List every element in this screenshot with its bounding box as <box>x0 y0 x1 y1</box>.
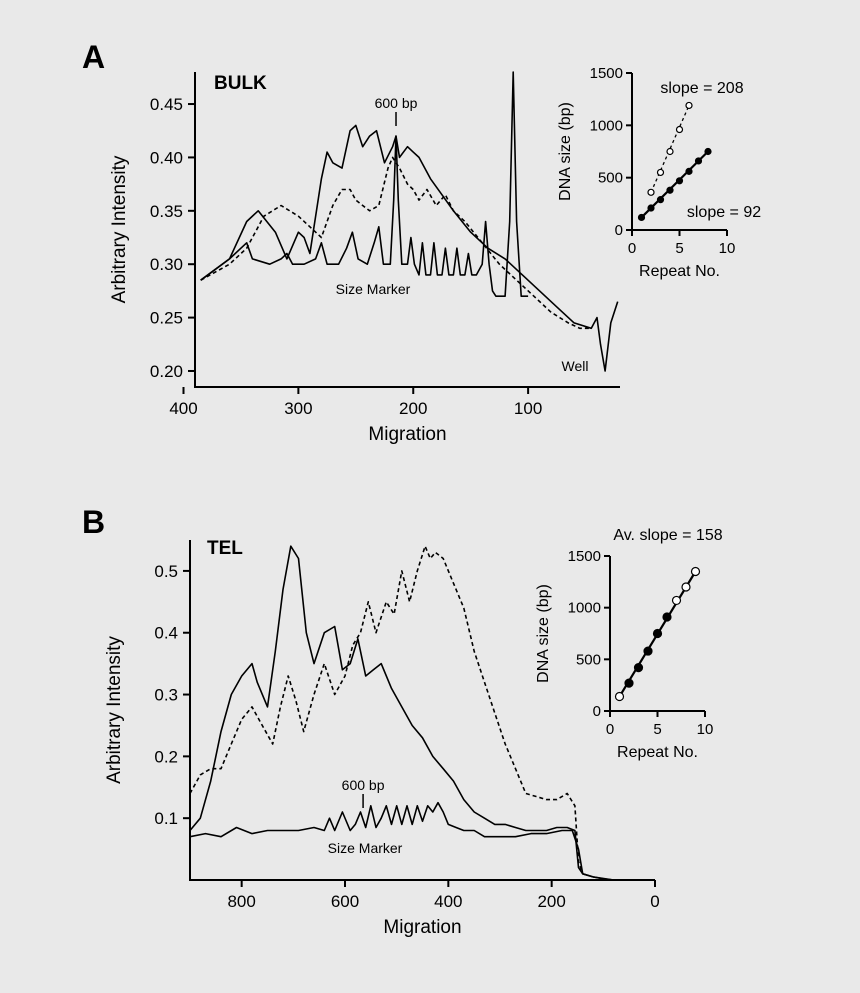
x-tick-label: 400 <box>169 399 197 418</box>
y-tick-label: 0.45 <box>150 95 183 114</box>
inset-y-axis-title: DNA size (bp) <box>535 584 552 683</box>
panel-b-letter: B <box>82 504 105 540</box>
inset-title-label: Av. slope = 158 <box>613 527 722 544</box>
series-line-1 <box>189 545 584 875</box>
inset-x-axis-title: Repeat No. <box>639 263 720 280</box>
slope-label-upper: slope = 208 <box>660 80 743 97</box>
inset-point <box>666 186 674 194</box>
x-tick-label: 800 <box>227 892 255 911</box>
inset-point <box>652 628 663 639</box>
inset-point <box>675 125 684 134</box>
x-tick-label: 200 <box>537 892 565 911</box>
y-axis-title: Arbitrary Intensity <box>109 155 130 303</box>
y-tick-label: 0.20 <box>150 362 183 381</box>
inset-x-tick-label: 0 <box>606 721 614 738</box>
inset-point <box>675 177 684 185</box>
panel-a-main-plot: 0.20 0.25 0.30 0.35 0.40 0.45 400 300 200 100 Migr… <box>109 71 620 445</box>
inset-y-tick-label: 0 <box>593 703 601 720</box>
inset-y-tick-label: 1000 <box>568 600 601 617</box>
inset-x-axis-title: Repeat No. <box>617 744 698 761</box>
inset-y-tick-label: 1500 <box>590 65 623 82</box>
inset-point <box>624 678 634 688</box>
panel-a-tag: BULK <box>214 73 267 94</box>
panel-b-main-plot: 0.1 0.2 0.3 0.4 0.5 800 600 400 200 0 Migration Arb… <box>104 540 660 938</box>
inset-point <box>633 662 644 673</box>
y-axis-title: Arbitrary Intensity <box>104 636 125 784</box>
y-tick-label: 0.4 <box>154 624 178 643</box>
inset-y-tick-label: 0 <box>615 222 623 239</box>
y-tick-label: 0.2 <box>154 747 178 766</box>
series-line-0 <box>189 545 614 881</box>
inset-x-tick-label: 0 <box>628 240 636 257</box>
inset-fit-line-0 <box>650 105 690 193</box>
inset-point <box>647 188 655 196</box>
series-line-2 <box>189 801 614 881</box>
size-marker-label: Size Marker <box>328 840 403 856</box>
inset-point <box>614 691 625 702</box>
inset-point <box>704 147 712 156</box>
panel-a-inset-plot: 0 500 1000 1500 0 5 10 Repeat No. DNA size (bp) s… <box>557 65 761 280</box>
inset-y-tick-label: 1500 <box>568 548 601 565</box>
panel-b-tag: TEL <box>207 538 243 559</box>
inset-y-tick-label: 500 <box>576 651 601 668</box>
y-tick-label: 0.1 <box>154 809 178 828</box>
slope-label-lower: slope = 92 <box>687 204 761 221</box>
y-tick-label: 0.35 <box>150 202 183 221</box>
inset-point <box>685 167 693 175</box>
inset-x-tick-label: 5 <box>653 721 661 738</box>
axis-spines <box>189 540 655 881</box>
inset-point <box>662 612 672 622</box>
inset-point <box>647 204 655 212</box>
x-axis-title: Migration <box>383 917 461 938</box>
marker-label: 600 bp <box>375 95 418 111</box>
inset-point <box>690 566 701 577</box>
inset-point <box>685 101 693 110</box>
y-tick-label: 0.30 <box>150 255 183 274</box>
well-label: Well <box>562 358 589 374</box>
y-tick-label: 0.40 <box>150 148 183 167</box>
axis-spines <box>194 72 620 388</box>
inset-y-tick-label: 500 <box>598 170 623 187</box>
inset-y-axis-title: DNA size (bp) <box>557 102 574 201</box>
inset-point <box>694 157 703 165</box>
panel-a-letter: A <box>82 39 105 75</box>
inset-point <box>656 168 665 177</box>
series-line-1 <box>200 156 592 330</box>
y-tick-label: 0.5 <box>154 562 178 581</box>
panel-b: B TEL 0.1 0.2 0.3 0.4 0.5 800 600 400 200 0 Migrat… <box>82 504 723 938</box>
x-tick-label: 600 <box>331 892 359 911</box>
y-tick-label: 0.25 <box>150 309 183 328</box>
inset-point <box>681 582 691 592</box>
y-tick-label: 0.3 <box>154 686 178 705</box>
inset-point <box>666 147 674 156</box>
x-tick-label: 100 <box>514 399 542 418</box>
inset-point <box>671 595 682 606</box>
panel-b-inset-plot: 0 500 1000 1500 0 5 10 Repeat No. DNA size (bp) A… <box>535 527 723 761</box>
x-axis-title: Migration <box>368 424 446 445</box>
x-tick-label: 400 <box>434 892 462 911</box>
inset-point <box>656 196 665 204</box>
series-line-2 <box>200 71 529 297</box>
inset-point <box>643 646 653 656</box>
x-tick-label: 200 <box>399 399 427 418</box>
inset-x-tick-label: 5 <box>675 240 683 257</box>
inset-point <box>637 213 646 222</box>
inset-x-tick-label: 10 <box>719 240 736 257</box>
inset-x-tick-label: 10 <box>697 721 714 738</box>
marker-label: 600 bp <box>342 777 385 793</box>
x-tick-label: 0 <box>650 892 659 911</box>
inset-y-tick-label: 1000 <box>590 117 623 134</box>
size-marker-label: Size Marker <box>336 281 411 297</box>
panel-a: A BULK 0.20 0.25 0.30 0.35 0.40 0.45 400 300 200… <box>82 39 761 445</box>
x-tick-label: 300 <box>284 399 312 418</box>
